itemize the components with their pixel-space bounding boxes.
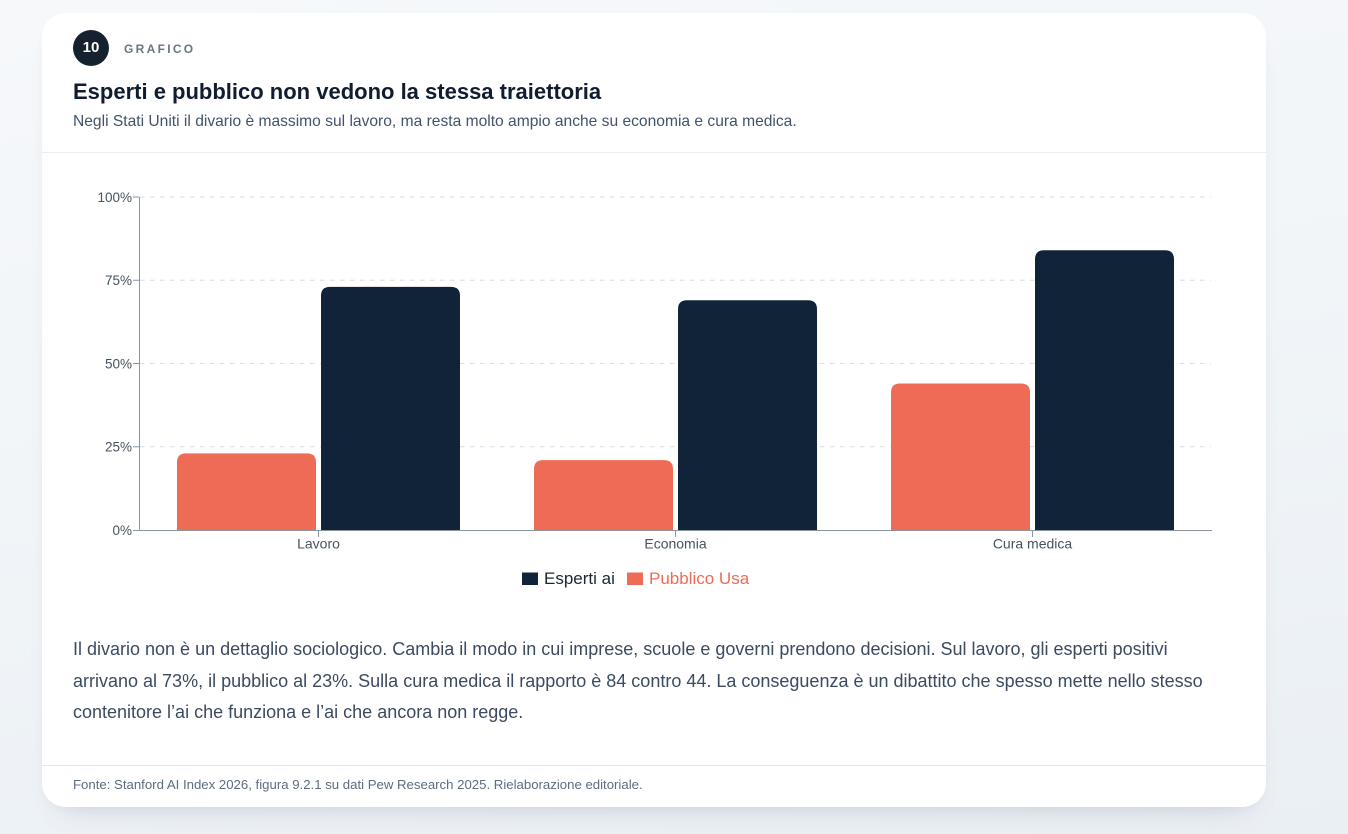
svg-text:100%: 100% xyxy=(97,190,132,205)
svg-text:Esperti ai: Esperti ai xyxy=(544,569,615,588)
svg-text:50%: 50% xyxy=(105,357,132,372)
svg-text:0%: 0% xyxy=(112,523,132,538)
svg-text:75%: 75% xyxy=(105,273,132,288)
svg-text:25%: 25% xyxy=(105,440,132,455)
svg-text:Lavoro: Lavoro xyxy=(297,536,340,552)
svg-text:Economia: Economia xyxy=(644,536,706,552)
svg-text:Cura medica: Cura medica xyxy=(993,536,1073,552)
svg-text:Pubblico Usa: Pubblico Usa xyxy=(649,569,750,588)
